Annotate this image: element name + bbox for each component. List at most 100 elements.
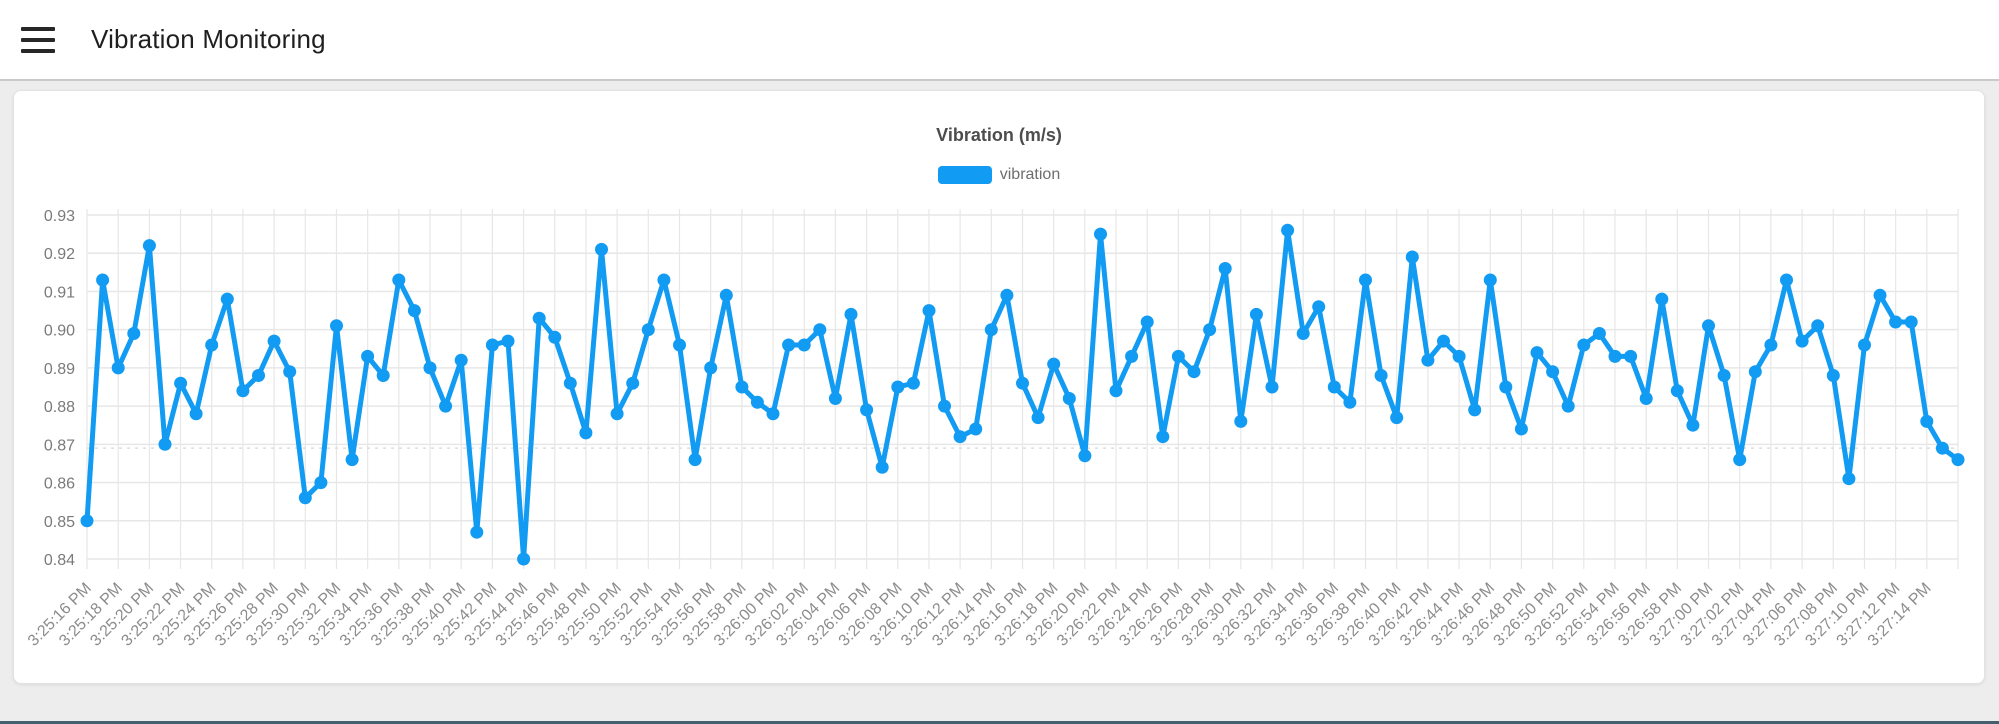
data-point[interactable]	[1203, 323, 1217, 337]
data-point[interactable]	[1858, 338, 1871, 352]
data-point[interactable]	[1733, 453, 1747, 467]
data-point[interactable]	[407, 304, 421, 318]
data-point[interactable]	[1405, 250, 1419, 264]
data-point[interactable]	[142, 239, 156, 253]
data-point[interactable]	[657, 273, 671, 287]
data-point[interactable]	[1499, 380, 1513, 394]
data-point[interactable]	[1452, 349, 1466, 363]
data-point[interactable]	[345, 453, 359, 467]
data-point[interactable]	[1935, 441, 1949, 455]
data-point[interactable]	[1530, 346, 1544, 360]
data-point[interactable]	[392, 273, 406, 287]
data-point[interactable]	[236, 384, 250, 398]
data-point[interactable]	[1780, 273, 1793, 287]
data-point[interactable]	[1546, 365, 1560, 379]
data-point[interactable]	[1374, 369, 1388, 382]
data-point[interactable]	[1062, 392, 1076, 405]
data-point[interactable]	[205, 338, 219, 352]
data-point[interactable]	[1889, 315, 1903, 329]
data-point[interactable]	[1421, 353, 1435, 367]
data-point[interactable]	[1296, 327, 1310, 340]
data-point[interactable]	[1359, 273, 1372, 287]
data-point[interactable]	[641, 323, 655, 337]
data-point[interactable]	[844, 307, 858, 321]
data-point[interactable]	[1592, 327, 1606, 340]
data-point[interactable]	[283, 365, 297, 379]
data-point[interactable]	[906, 376, 920, 390]
data-point[interactable]	[1343, 395, 1357, 409]
data-point[interactable]	[1187, 365, 1201, 379]
data-point[interactable]	[189, 407, 203, 421]
data-point[interactable]	[1094, 227, 1107, 241]
data-point[interactable]	[1842, 472, 1856, 486]
data-point[interactable]	[1140, 315, 1154, 329]
data-point[interactable]	[454, 353, 468, 367]
data-point[interactable]	[423, 361, 437, 375]
data-point[interactable]	[1265, 380, 1279, 394]
data-point[interactable]	[1514, 422, 1528, 436]
data-point[interactable]	[1826, 369, 1840, 382]
data-point[interactable]	[1390, 411, 1404, 425]
data-point[interactable]	[813, 323, 827, 337]
data-point[interactable]	[330, 319, 343, 333]
data-point[interactable]	[485, 338, 499, 352]
data-point[interactable]	[595, 242, 608, 256]
data-point[interactable]	[298, 491, 312, 505]
data-point[interactable]	[1327, 380, 1341, 394]
data-point[interactable]	[735, 380, 749, 394]
data-point[interactable]	[766, 407, 780, 421]
data-point[interactable]	[376, 369, 390, 382]
data-point[interactable]	[797, 338, 811, 352]
data-point[interactable]	[828, 392, 842, 405]
data-point[interactable]	[314, 476, 328, 490]
data-point[interactable]	[626, 376, 640, 390]
data-point[interactable]	[1748, 365, 1762, 379]
data-point[interactable]	[470, 525, 484, 539]
data-point[interactable]	[673, 338, 686, 352]
data-point[interactable]	[1249, 307, 1263, 321]
data-point[interactable]	[1109, 384, 1123, 398]
data-point[interactable]	[891, 380, 905, 394]
data-point[interactable]	[80, 514, 94, 528]
data-point[interactable]	[1670, 384, 1684, 398]
data-point[interactable]	[267, 334, 281, 348]
data-point[interactable]	[1577, 338, 1591, 352]
data-point[interactable]	[953, 430, 967, 444]
data-point[interactable]	[1764, 338, 1778, 352]
data-point[interactable]	[1686, 418, 1700, 432]
data-point[interactable]	[782, 338, 796, 352]
data-point[interactable]	[1218, 262, 1232, 275]
data-point[interactable]	[1483, 273, 1497, 287]
data-point[interactable]	[1811, 319, 1825, 333]
data-point[interactable]	[548, 330, 562, 344]
data-point[interactable]	[1904, 315, 1918, 329]
data-point[interactable]	[1951, 453, 1965, 467]
legend-item-vibration[interactable]: vibration	[937, 166, 1060, 184]
data-point[interactable]	[1468, 403, 1482, 417]
data-point[interactable]	[969, 422, 983, 436]
data-point[interactable]	[984, 323, 998, 337]
data-point[interactable]	[1047, 357, 1061, 371]
data-point[interactable]	[688, 453, 702, 467]
data-point[interactable]	[1702, 319, 1715, 333]
data-point[interactable]	[563, 376, 577, 390]
data-point[interactable]	[127, 327, 141, 340]
data-point[interactable]	[922, 304, 936, 318]
data-point[interactable]	[875, 460, 889, 474]
data-point[interactable]	[1312, 300, 1326, 314]
data-point[interactable]	[174, 376, 188, 390]
data-point[interactable]	[1624, 349, 1638, 363]
data-point[interactable]	[1031, 411, 1045, 425]
data-point[interactable]	[1078, 449, 1092, 463]
data-point[interactable]	[1000, 288, 1014, 302]
data-point[interactable]	[111, 361, 125, 375]
data-point[interactable]	[610, 407, 624, 421]
data-point[interactable]	[1920, 414, 1934, 428]
data-point[interactable]	[158, 437, 172, 451]
data-point[interactable]	[220, 292, 234, 306]
data-point[interactable]	[1873, 288, 1887, 302]
data-point[interactable]	[579, 426, 593, 440]
data-point[interactable]	[1437, 334, 1450, 348]
data-point[interactable]	[750, 395, 764, 409]
data-point[interactable]	[938, 399, 951, 413]
